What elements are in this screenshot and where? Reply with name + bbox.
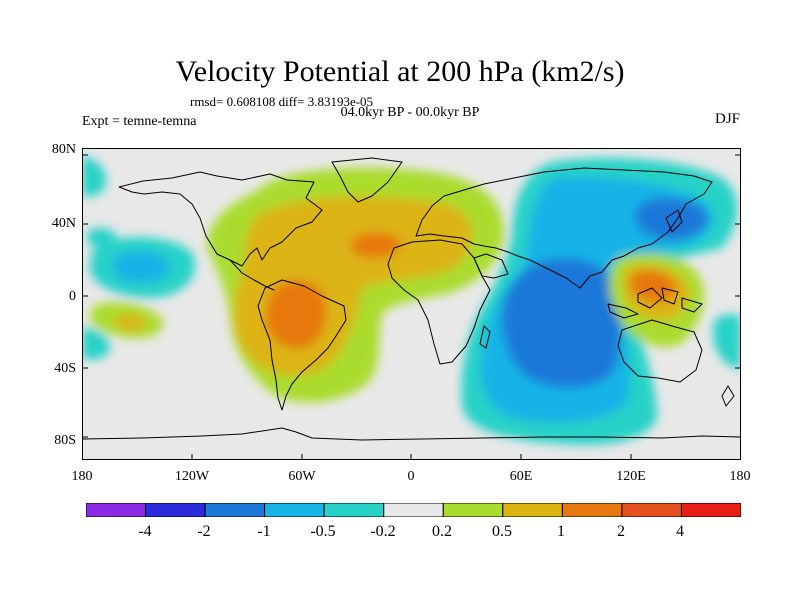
season-label: DJF xyxy=(714,111,740,127)
colorbar-swatch xyxy=(680,503,741,517)
coast-north-america xyxy=(118,171,323,267)
coast-arabian-peninsula xyxy=(473,253,509,279)
colorbar-label: 0.2 xyxy=(432,523,452,540)
negative-region-west-edge-mid xyxy=(86,228,116,247)
negative-region-west-edge-south xyxy=(82,328,110,360)
map-panel xyxy=(82,148,741,460)
coastlines xyxy=(82,157,741,441)
coast-africa xyxy=(387,239,491,365)
x-tick-label: 120E xyxy=(616,469,646,484)
anomaly-field xyxy=(82,156,741,445)
colorbar-swatch xyxy=(442,503,504,517)
coast-central-america xyxy=(229,259,275,291)
coast-antarctica xyxy=(82,427,741,441)
x-tick-label: 180 xyxy=(71,469,93,484)
coast-maritime-continent xyxy=(607,287,703,319)
figure-title: Velocity Potential at 200 hPa (km2/s) xyxy=(175,55,625,88)
axis-ticks xyxy=(82,154,741,460)
negative-region-west-edge-north xyxy=(82,156,107,197)
colorbar-label: -0.2 xyxy=(370,523,396,540)
colorbar-swatch xyxy=(502,503,563,517)
coast-japan xyxy=(665,209,683,233)
colorbar-label: -4 xyxy=(138,523,152,540)
x-tick-label: 180 xyxy=(729,469,751,484)
negative-center-indian-ocean xyxy=(502,258,622,388)
negative-center-north-pacific xyxy=(112,251,171,283)
y-tick-label: 80N xyxy=(51,142,76,157)
y-tick-label: 40N xyxy=(51,216,76,231)
coast-madagascar xyxy=(479,325,491,349)
x-tick-label: 0 xyxy=(407,469,415,484)
experiment-label: Expt = temne-temna xyxy=(82,114,197,129)
coast-south-america xyxy=(257,279,347,411)
coast-greenland xyxy=(331,157,403,203)
colorbar-label: 0.5 xyxy=(492,523,512,540)
positive-center-north-africa xyxy=(350,232,401,258)
positive-center-south-america xyxy=(265,280,327,349)
y-tick-label: 40S xyxy=(54,361,76,376)
colorbar-swatch xyxy=(204,503,266,517)
colorbar-swatch xyxy=(621,503,682,517)
y-tick-label: 0 xyxy=(69,289,76,304)
coast-new-zealand xyxy=(721,385,735,407)
positive-center-south-pacific xyxy=(112,314,148,331)
negative-region-east-edge xyxy=(713,314,741,369)
colorbar xyxy=(86,503,741,517)
colorbar-swatch xyxy=(561,503,623,517)
x-tick-label: 120W xyxy=(174,469,210,484)
x-tick-label: 60W xyxy=(288,469,316,484)
colorbar-label: 2 xyxy=(617,523,625,540)
colorbar-label: 4 xyxy=(676,523,684,540)
colorbar-label: 1 xyxy=(557,523,565,540)
colorbar-label: -2 xyxy=(197,523,211,540)
period-label: 04.0kyr BP - 00.0kyr BP xyxy=(340,105,480,120)
colorbar-swatch xyxy=(383,503,444,517)
coast-australia xyxy=(617,319,703,383)
stats-label: rmsd= 0.608108 diff= 3.83193e-05 xyxy=(190,94,374,109)
y-tick-label: 80S xyxy=(54,433,76,448)
colorbar-swatch xyxy=(145,503,206,517)
positive-center-maritime xyxy=(629,270,677,303)
colorbar-label: -1 xyxy=(257,523,271,540)
colorbar-swatch xyxy=(264,503,325,517)
colorbar-swatch xyxy=(323,503,385,517)
x-tick-label: 60E xyxy=(509,469,533,484)
negative-center-east-asia xyxy=(634,197,708,240)
colorbar-swatch xyxy=(86,503,147,517)
colorbar-label: -0.5 xyxy=(310,523,336,540)
coast-eurasia xyxy=(415,167,713,289)
